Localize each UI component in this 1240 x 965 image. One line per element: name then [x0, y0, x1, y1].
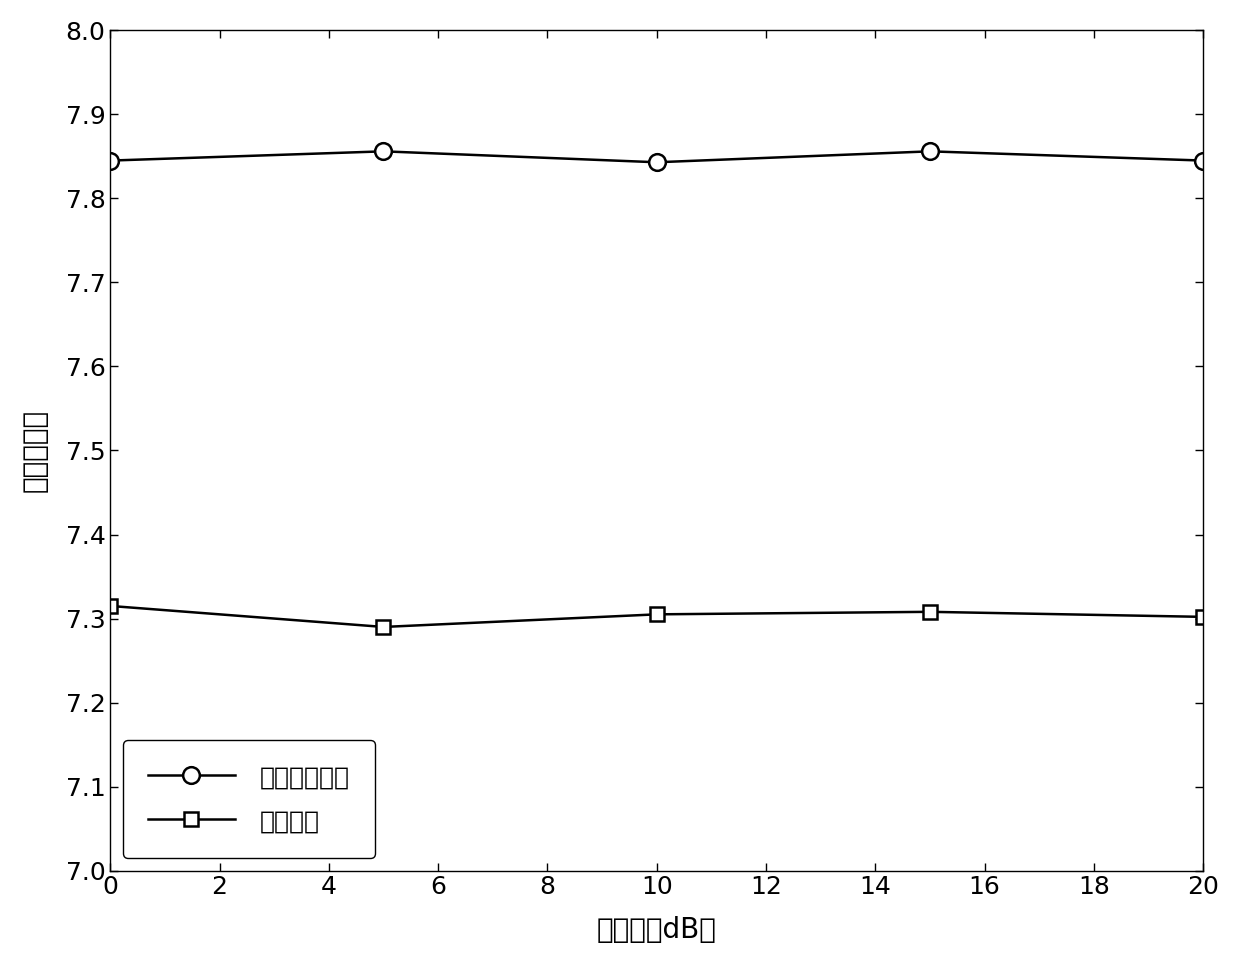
改进方法 — [103, 600, 118, 612]
差分相关方法 — [1195, 154, 1210, 166]
改进方法 — [923, 606, 937, 618]
Legend: 差分相关方法, 改进方法: 差分相关方法, 改进方法 — [123, 740, 376, 858]
改进方法 — [650, 609, 665, 620]
Line: 差分相关方法: 差分相关方法 — [102, 143, 1211, 171]
改进方法 — [1195, 611, 1210, 622]
Y-axis label: 跟均方误差: 跟均方误差 — [21, 409, 48, 492]
X-axis label: 信噪比（dB）: 信噪比（dB） — [596, 916, 717, 944]
差分相关方法 — [376, 146, 391, 157]
Line: 改进方法: 改进方法 — [103, 599, 1210, 634]
差分相关方法 — [103, 154, 118, 166]
差分相关方法 — [650, 156, 665, 168]
改进方法 — [376, 621, 391, 633]
差分相关方法 — [923, 146, 937, 157]
